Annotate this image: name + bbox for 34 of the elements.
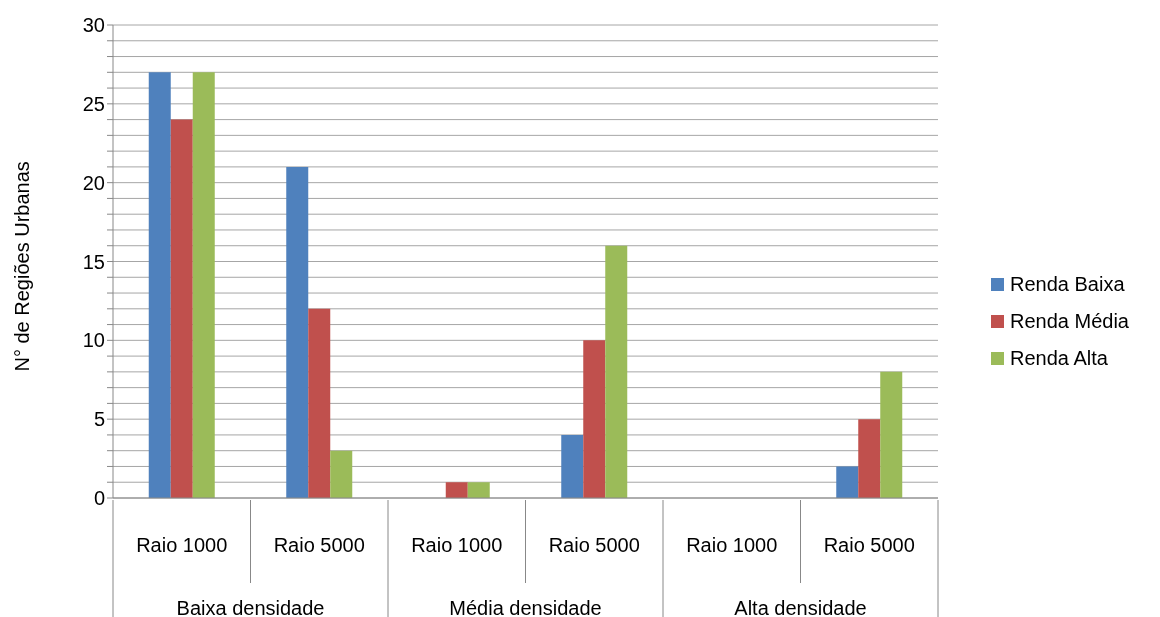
y-tick-label: 20 xyxy=(82,171,105,194)
bar xyxy=(858,419,881,498)
legend-label: Renda Média xyxy=(1010,310,1129,333)
y-axis-title: N° de Regiões Urbanas xyxy=(11,161,34,372)
y-tick-label: 15 xyxy=(82,250,105,273)
bar xyxy=(330,450,353,498)
bar xyxy=(880,371,903,498)
y-tick-label: 0 xyxy=(93,487,105,510)
bar xyxy=(561,434,584,498)
x-tick-label: Raio 1000 xyxy=(411,534,503,556)
text: Baixa densidade xyxy=(176,597,325,617)
x-tick-label: Raio 1000 xyxy=(686,534,778,556)
bar xyxy=(286,166,309,498)
y-tick-label: 5 xyxy=(93,408,105,431)
bar xyxy=(583,340,606,498)
x-tick-label: Raio 5000 xyxy=(823,534,915,556)
x-tick-label: Raio 5000 xyxy=(273,534,365,556)
y-tick-label: 10 xyxy=(82,329,105,352)
bar xyxy=(148,72,171,498)
bar xyxy=(605,245,628,498)
x-tick-label: Raio 1000 xyxy=(136,534,228,556)
y-tick-label: 25 xyxy=(82,92,105,115)
legend-label: Renda Baixa xyxy=(1010,273,1125,296)
text: Alta densidade xyxy=(734,597,867,617)
bar xyxy=(170,119,193,498)
bar xyxy=(836,466,859,498)
bar xyxy=(192,72,215,498)
bar xyxy=(308,308,331,498)
text: Média densidade xyxy=(449,597,602,617)
bar xyxy=(445,482,468,498)
x-tick-label: Raio 5000 xyxy=(548,534,640,556)
legend-label: Renda Alta xyxy=(1010,347,1108,370)
y-tick-label: 30 xyxy=(82,14,105,37)
bar xyxy=(467,482,490,498)
